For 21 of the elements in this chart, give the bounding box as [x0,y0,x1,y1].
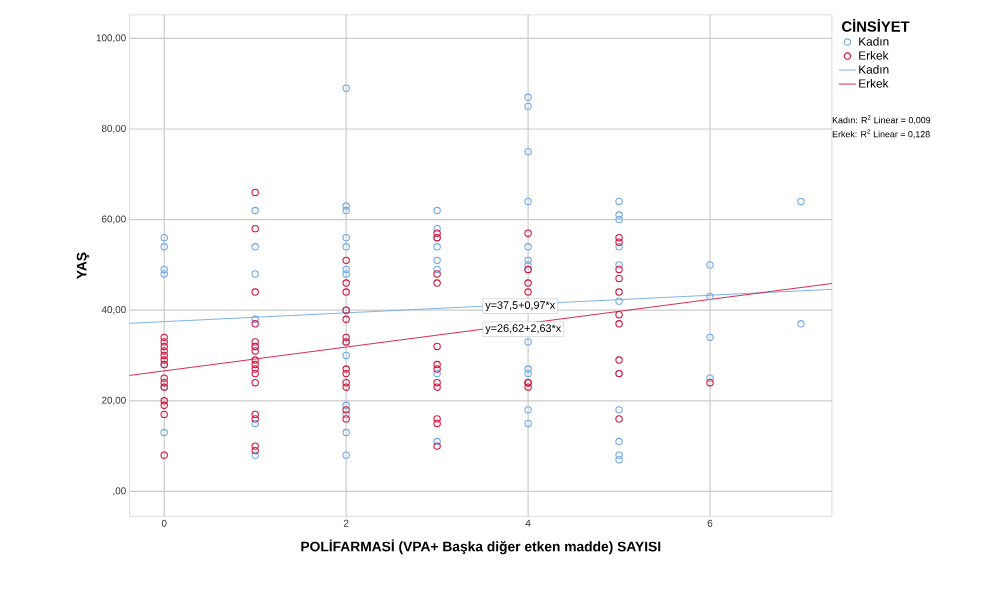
x-tick-label: 4 [525,519,531,527]
x-tick-label: 6 [707,519,713,527]
y-tick-label: 40,00 [101,305,126,315]
text: Erkek: R$^{2}$ Linear = 0,128 [832,129,930,139]
legend-label: Kadın [859,64,889,74]
y-tick-label: 80,00 [101,124,126,133]
text: Kadın: R$^{2}$ Linear = 0,009 [832,115,931,125]
y-tick-label: 100,00 [96,34,126,43]
y-tick-label: 20,00 [102,396,126,405]
legend-title: CİNSİYET [842,18,910,32]
y-axis-title: YAŞ [76,252,90,279]
x-axis-title: POLİFARMASİ (VPA+ Başka diğer etken madde) SAYISI [301,539,661,554]
annotation: y=37,5+0,97*x [485,300,556,311]
legend-label: Kadın [859,36,889,46]
y-tick-label: 60,00 [102,215,126,224]
legend-label: Erkek [859,50,889,60]
x-tick-label: 2 [343,519,349,527]
y-tick-label: ,00 [113,487,126,496]
annotation: y=26,62+2,63*x [485,324,562,334]
x-tick-label: 0 [161,519,167,527]
legend-label: Erkek [859,78,889,88]
